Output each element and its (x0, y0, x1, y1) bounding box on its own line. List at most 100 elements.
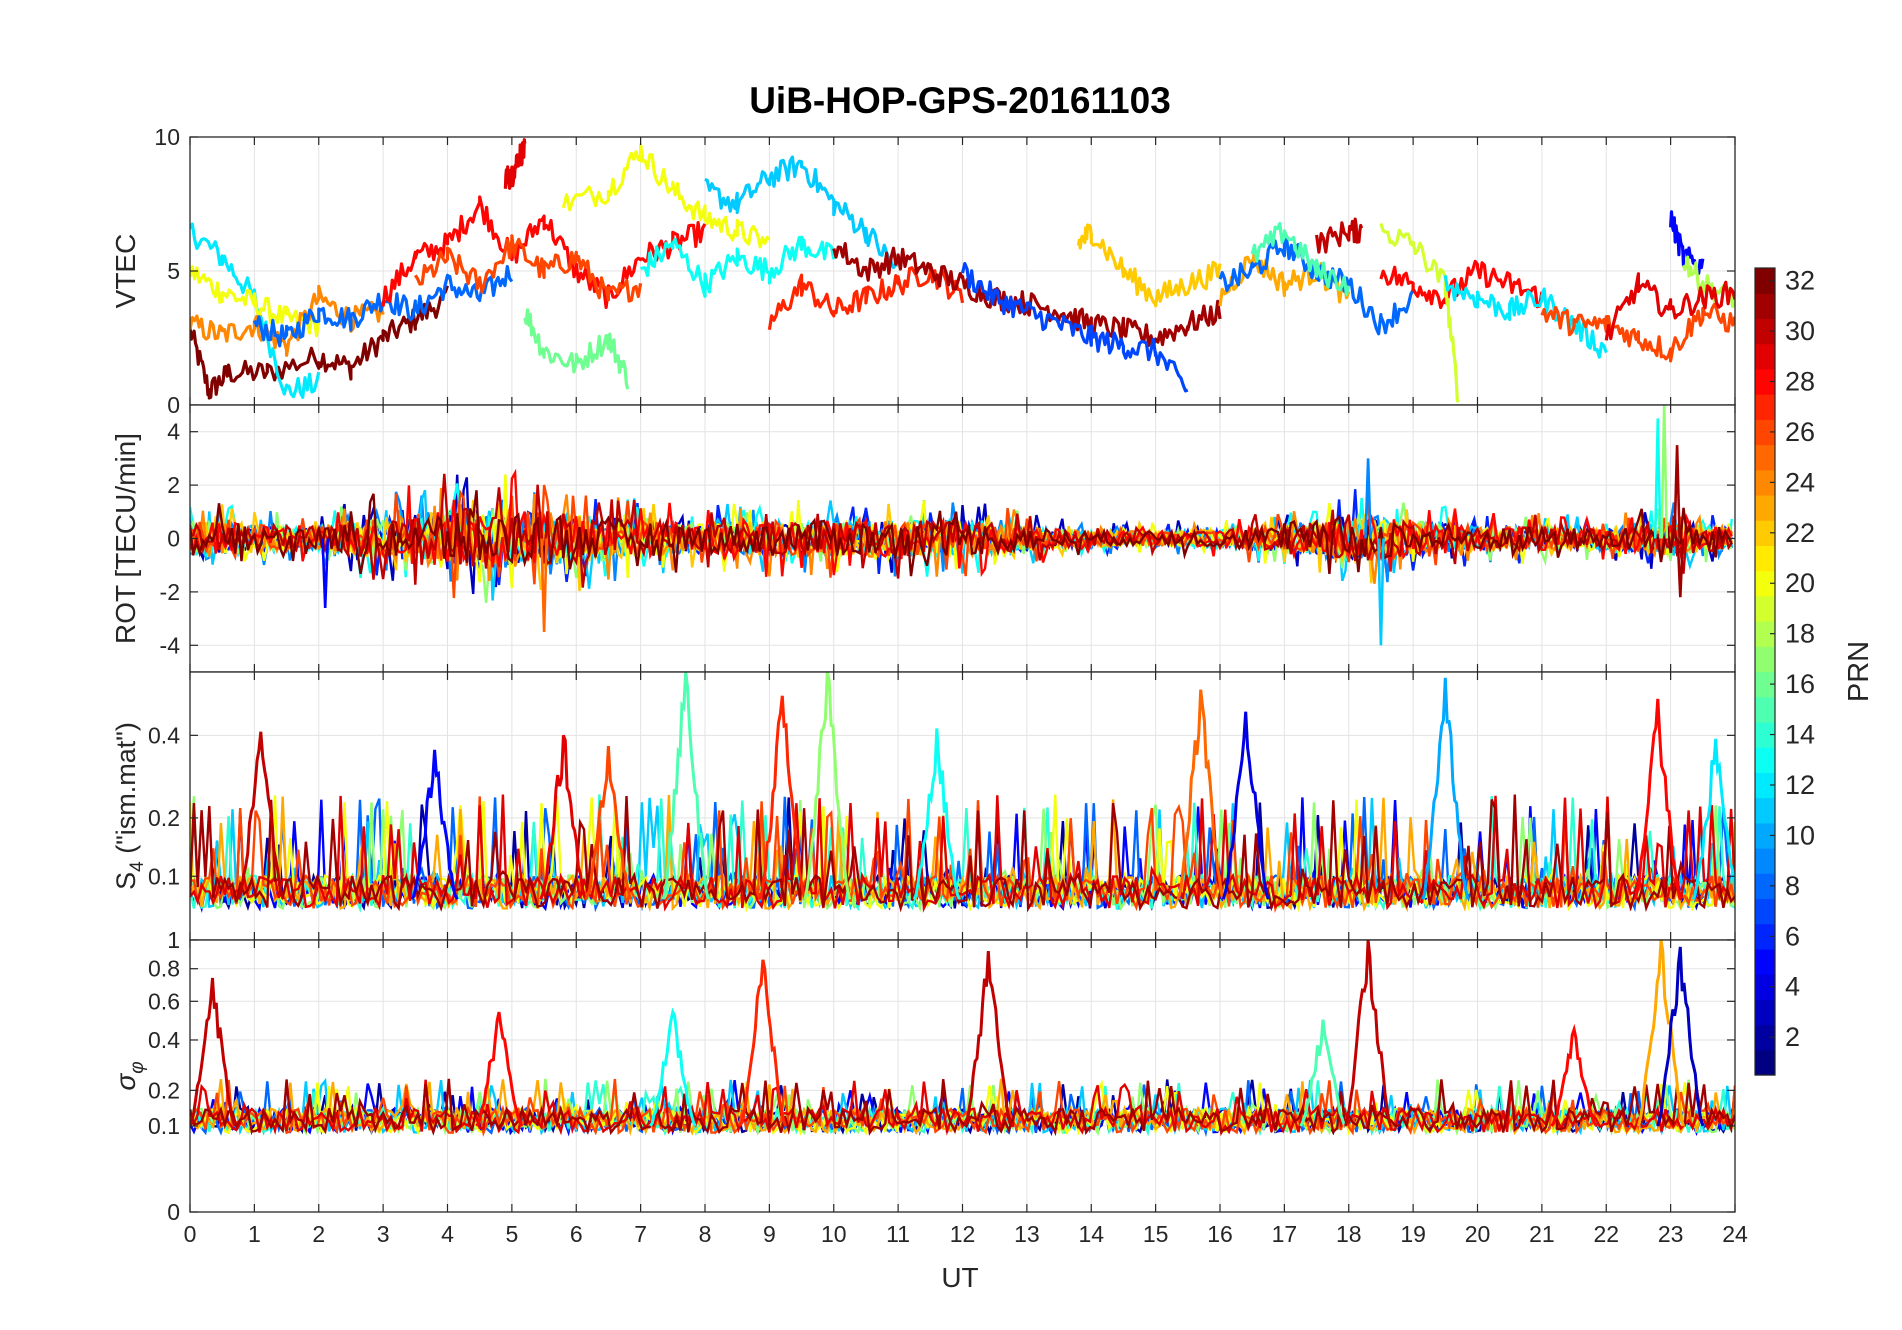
peak-prn-12 (1691, 738, 1735, 900)
y-tick-label: -2 (160, 579, 180, 605)
colorbar-tick-label: 30 (1785, 316, 1815, 346)
x-tick-label: 19 (1400, 1221, 1426, 1247)
colorbar-tick-label: 24 (1785, 467, 1815, 497)
series-line-prn-29 (503, 138, 527, 190)
colorbar-segment (1755, 848, 1775, 874)
panel-vtec: 0 5 10 VTEC (110, 124, 1736, 418)
x-tick-label: 4 (441, 1221, 454, 1247)
colorbar-tick-label: 8 (1785, 871, 1800, 901)
rot-spike-prn-5 (321, 538, 330, 608)
peak-prn-15 (1299, 1019, 1347, 1127)
colorbar-segment (1755, 1024, 1775, 1051)
colorbar-tick-label: 20 (1785, 568, 1815, 598)
peak-prn-30 (190, 977, 237, 1127)
colorbar-segment (1755, 797, 1775, 824)
rot-spike-prn-11 (1377, 538, 1385, 646)
colorbar-tick-label: 14 (1785, 720, 1815, 750)
x-tick-label: 7 (634, 1221, 647, 1247)
peak-prn-28 (1550, 1023, 1598, 1127)
x-tick-label: 5 (505, 1221, 518, 1247)
rot-spike-prn-31 (1676, 538, 1685, 598)
x-tick-label: 8 (699, 1221, 712, 1247)
colorbar-segment (1755, 822, 1775, 849)
peak-prn-13 (912, 728, 961, 900)
x-axis-label: UT (941, 1262, 978, 1293)
series-line-prn-19 (1379, 223, 1460, 403)
x-tick-label: 22 (1593, 1221, 1619, 1247)
series-line-prn-31 (190, 1078, 1735, 1137)
series-line-prn-13 (639, 235, 836, 298)
peak-prn-23 (1636, 940, 1685, 1127)
peak-prn-5 (410, 749, 459, 901)
y-tick-label: 0.4 (148, 1027, 180, 1053)
colorbar-segment (1755, 621, 1775, 647)
series-line-prn-30 (1315, 217, 1364, 254)
rot-spike-prn-25 (540, 538, 548, 633)
series-group-sigma (190, 940, 1735, 1138)
x-tick-label: 24 (1722, 1221, 1748, 1247)
series-line-prn-28 (381, 195, 707, 309)
colorbar-segment (1755, 469, 1775, 496)
x-tick-label: 0 (184, 1221, 197, 1247)
series-line-prn-31 (190, 794, 1735, 913)
chart-title: UiB-HOP-GPS-20161103 (749, 80, 1171, 121)
colorbar-segment (1755, 747, 1775, 773)
series-line-prn-20 (190, 265, 321, 338)
peak-prn-25 (1176, 689, 1225, 900)
peak-prn-28 (1633, 698, 1682, 900)
series-line-prn-29 (190, 794, 1735, 913)
series-line-prn-12 (1443, 275, 1608, 359)
colorbar-segment (1755, 974, 1775, 1000)
colorbar-segment (1755, 898, 1775, 925)
rot-spike-prn-13 (1653, 418, 1662, 539)
colorbar-segment (1755, 368, 1775, 395)
series-line-prn-12 (190, 222, 321, 399)
colorbar-tick-label: 2 (1785, 1022, 1800, 1052)
peak-prn-27 (758, 695, 807, 900)
y-tick-label: 0.2 (148, 805, 180, 831)
colorbar-segment (1755, 318, 1775, 345)
colorbar-segment (1755, 923, 1775, 950)
y-tick-label: 0.1 (148, 863, 180, 889)
peak-prn-30 (1344, 940, 1393, 1127)
panel-s4: 0.1 0.2 0.4S4 ("ism.mat") (111, 671, 1736, 941)
y-axis-label: S4 ("ism.mat") (111, 722, 148, 890)
series-line-prn-7 (960, 261, 1189, 393)
colorbar-tick-label: 32 (1785, 266, 1815, 296)
panel-rot: -4 -2 0 2 4 ROT [TECU/min] (110, 404, 1736, 673)
y-tick-label: 0.4 (148, 722, 180, 748)
series-line-prn-23 (1218, 248, 1351, 307)
colorbar-segment (1755, 545, 1775, 572)
colorbar-tick-label: 18 (1785, 619, 1815, 649)
colorbar-segment (1755, 444, 1775, 471)
x-tick-label: 15 (1143, 1221, 1169, 1247)
colorbar-segment (1755, 696, 1775, 723)
peak-prn-30 (236, 731, 285, 900)
colorbar-segment (1755, 595, 1775, 622)
series-line-prn-22 (1076, 223, 1222, 308)
peak-prn-4 (1221, 711, 1270, 900)
x-tick-label: 23 (1658, 1221, 1684, 1247)
colorbar-segment (1755, 1049, 1775, 1076)
y-tick-label: 0.1 (148, 1113, 180, 1139)
colorbar-segment (1755, 268, 1775, 294)
x-tick-label: 2 (312, 1221, 325, 1247)
y-tick-label: 1 (167, 927, 180, 953)
y-tick-label: 2 (167, 472, 180, 498)
colorbar-tick-label: 22 (1785, 518, 1815, 548)
colorbar-frame (1754, 267, 1776, 1076)
peak-prn-10 (1421, 677, 1470, 900)
series-line-prn-20 (561, 143, 771, 249)
peak-prn-13 (649, 1007, 697, 1127)
colorbar-segment (1755, 948, 1775, 975)
peak-prn-28 (475, 1011, 523, 1127)
colorbar-segment (1755, 671, 1775, 698)
x-tick-label: 10 (821, 1221, 847, 1247)
x-tick-label: 21 (1529, 1221, 1555, 1247)
peak-prn-29 (539, 734, 588, 900)
y-tick-label: 10 (154, 124, 180, 150)
series-line-prn-26 (413, 234, 643, 303)
peak-prn-26 (584, 746, 633, 900)
